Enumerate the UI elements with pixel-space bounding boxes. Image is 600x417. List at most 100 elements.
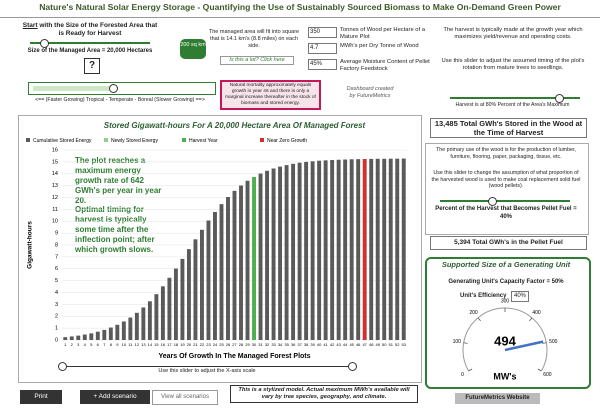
bar xyxy=(336,159,341,340)
x-tick-label: 36 xyxy=(291,342,296,347)
bar xyxy=(206,220,211,340)
footnote: This is a stylized model. Actual maximum… xyxy=(230,385,418,404)
area-slider[interactable] xyxy=(30,42,150,44)
x-tick-label: 46 xyxy=(356,342,361,347)
x-knob[interactable] xyxy=(58,362,67,371)
x-tick-label: 21 xyxy=(193,342,198,347)
x-tick-label: 50 xyxy=(382,342,387,347)
gauge-tick-label: 0 xyxy=(461,372,464,378)
bar xyxy=(128,317,133,340)
y-tick-label: 16 xyxy=(52,147,58,153)
legend-swatch xyxy=(26,138,30,142)
x-tick-label: 17 xyxy=(167,342,172,347)
website-button[interactable]: FutureMetrics Website xyxy=(455,393,540,404)
square-text: The managed area will fit into square th… xyxy=(208,29,300,49)
y-tick-label: 10 xyxy=(52,219,58,225)
bar xyxy=(108,327,113,340)
x-tick-label: 10 xyxy=(122,342,127,347)
help-button[interactable]: ? xyxy=(84,58,100,74)
bar xyxy=(271,168,276,340)
bar xyxy=(317,160,322,340)
gauge-unit: MW's xyxy=(493,371,516,381)
title: Nature's Natural Solar Energy Storage - … xyxy=(39,2,561,12)
x-tick-label: 6 xyxy=(97,342,100,347)
x-tick-label: 51 xyxy=(388,342,393,347)
x-tick-label: 34 xyxy=(278,342,283,347)
efficiency-label: Unit's Efficiency xyxy=(460,293,507,299)
x-tick-label: 45 xyxy=(349,342,354,347)
gauge-tick-label: 100 xyxy=(453,339,462,345)
gauge-tick xyxy=(542,342,547,344)
y-tick-label: 7 xyxy=(55,254,58,260)
bar xyxy=(134,312,139,340)
area-size: Size of the Managed Area = 20,000 Hectar… xyxy=(27,48,153,54)
harvest-knob[interactable] xyxy=(555,94,564,103)
pellet-slider[interactable] xyxy=(440,200,570,202)
x-tick-label: 9 xyxy=(116,342,119,347)
x-tick-label: 33 xyxy=(271,342,276,347)
x-knob[interactable] xyxy=(348,362,357,371)
view-button[interactable]: View all scenarios xyxy=(152,390,218,405)
x-tick-label: 7 xyxy=(103,342,106,347)
pellet-knob[interactable] xyxy=(488,197,497,206)
bar xyxy=(349,159,354,340)
gauge-tick-label: 300 xyxy=(501,298,510,304)
x-tick-label: 28 xyxy=(239,342,244,347)
gauge-tick-label: 500 xyxy=(549,339,558,345)
bar xyxy=(154,294,159,340)
x-tick-label: 22 xyxy=(200,342,205,347)
y-tick-label: 5 xyxy=(55,278,58,284)
bar xyxy=(219,204,224,340)
x-tick-label: 16 xyxy=(161,342,166,347)
input-box[interactable]: 350 xyxy=(308,27,337,38)
bar xyxy=(258,173,263,340)
y-axis-label: Gigawatt-hours xyxy=(27,221,34,269)
efficiency-input[interactable]: 40% xyxy=(511,291,529,302)
harvest-slider[interactable] xyxy=(450,97,580,99)
bar xyxy=(343,159,348,340)
note: Natural mortality approximately equals g… xyxy=(220,80,321,110)
bar xyxy=(226,197,230,340)
legend-swatch xyxy=(182,138,186,142)
x-tick-label: 49 xyxy=(375,342,380,347)
x-tick-label: 15 xyxy=(154,342,159,347)
growth-knob[interactable] xyxy=(109,84,118,93)
x-tick-label: 47 xyxy=(362,342,367,347)
growth-slider[interactable] xyxy=(28,82,216,95)
bar xyxy=(186,249,191,340)
x-tick-label: 30 xyxy=(252,342,257,347)
area-knob[interactable] xyxy=(40,39,49,48)
harvest-label: Harvest is at 80% Percent of the Area's … xyxy=(455,102,570,108)
legend-label: Cumulative Stored Energy xyxy=(33,138,92,144)
y-tick-label: 0 xyxy=(55,337,58,343)
bar xyxy=(304,161,309,340)
input-box[interactable]: 45% xyxy=(308,59,337,70)
print-button[interactable]: Print xyxy=(20,390,62,404)
x-tick-label: 2 xyxy=(71,342,74,347)
growth-label: <== (Faster Growing) Tropical - Temperat… xyxy=(35,97,205,103)
x-slider[interactable] xyxy=(62,366,352,367)
bar xyxy=(369,158,374,340)
gauge-needle xyxy=(504,340,544,352)
gauge-tick xyxy=(537,368,542,372)
harvest-text: Use this slider to adjust the assumed ti… xyxy=(441,58,585,72)
bar xyxy=(232,190,237,340)
x-tick-label: 5 xyxy=(90,342,93,347)
chart-title: Stored Gigawatt-hours For A 20,000 Hecta… xyxy=(104,121,366,130)
annotation: The plot reaches a maximum energy growth… xyxy=(75,156,162,205)
input-box[interactable]: 4.7 xyxy=(308,43,337,54)
x-tick-label: 41 xyxy=(323,342,328,347)
y-tick-label: 4 xyxy=(55,290,58,296)
x-tick-label: 26 xyxy=(226,342,231,347)
x-tick-label: 53 xyxy=(402,342,407,347)
gauge-tick xyxy=(463,342,468,344)
x-tick-label: 52 xyxy=(395,342,400,347)
link[interactable]: Is this a lot? Click here xyxy=(220,56,294,65)
harvest-text: The harvest is typically made at the gro… xyxy=(443,27,583,41)
add-button[interactable]: + Add scenario xyxy=(80,390,150,404)
bar xyxy=(173,268,178,340)
bar xyxy=(291,163,296,340)
bar xyxy=(213,211,217,340)
x-tick-label: 42 xyxy=(330,342,335,347)
